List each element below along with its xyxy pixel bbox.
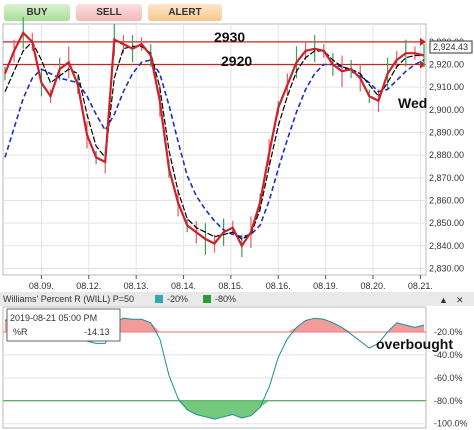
date-axis: 08.09. 08.12. 08.13. 08.14. 08.15. 08.16. 08.1… — [29, 275, 433, 291]
x-tick-label: 08.19. — [313, 281, 338, 291]
price-series — [3, 16, 425, 258]
price-line — [3, 30, 425, 248]
y-tick-label: 2,880.00 — [429, 150, 464, 160]
alert-button[interactable]: ALERT — [148, 4, 222, 21]
oversold-area — [5, 400, 424, 420]
wed-annotation: Wed — [398, 95, 427, 111]
legend-swatch-minus80 — [203, 295, 211, 303]
x-tick-label: 08.21. — [408, 281, 433, 291]
y-tick-label: 2,870.00 — [429, 173, 464, 183]
legend-minus80: -80% — [215, 294, 236, 304]
y-tick-label: 2,830.00 — [429, 263, 464, 273]
y-tick-label: 2,860.00 — [429, 195, 464, 205]
y-tick-label: 2,890.00 — [429, 128, 464, 138]
y-tick-label: 2,840.00 — [429, 241, 464, 251]
collapse-icon[interactable]: ▲ — [439, 295, 448, 305]
close-icon[interactable]: ✕ — [456, 295, 464, 305]
legend-minus20: -20% — [167, 294, 188, 304]
level-2920-label: 2920 — [221, 53, 252, 69]
price-tag-box — [429, 40, 473, 54]
osc-y-tick-label: -80.0% — [434, 396, 463, 406]
legend-swatch-minus20 — [155, 295, 163, 303]
price-plot-area — [2, 23, 427, 276]
sell-button[interactable]: SELL — [76, 4, 142, 21]
tooltip-box — [6, 308, 121, 342]
level-arrow — [420, 60, 426, 69]
osc-y-tick-label: -40.0% — [434, 350, 463, 360]
overbought-annotation: overbought — [376, 336, 453, 352]
x-tick-label: 08.20. — [360, 281, 385, 291]
osc-y-tick-label: -20.0% — [434, 327, 463, 337]
osc-y-tick-label: -100.0% — [434, 419, 468, 429]
y-tick-label: 2,920.00 — [429, 60, 464, 70]
oscillator-header — [0, 292, 474, 306]
price-y-axis: 2,830.00 2,840.00 2,850.00 2,860.00 2,870.00… — [429, 37, 464, 274]
x-tick-label: 08.12. — [76, 281, 101, 291]
x-tick-label: 08.13. — [124, 281, 149, 291]
x-tick-label: 08.14. — [171, 281, 196, 291]
tooltip-value: -14.13 — [84, 327, 110, 337]
price-tag: 2,924.43 — [433, 42, 468, 52]
x-tick-label: 08.16. — [266, 281, 291, 291]
oscillator-title: Williams' Percent R (WILL) P=50 — [3, 294, 134, 304]
grid — [3, 24, 426, 275]
tooltip-date: 2019-08-21 05:00 PM — [10, 313, 97, 323]
level-2930-label: 2930 — [214, 29, 245, 45]
tooltip-label: %R — [13, 327, 28, 337]
osc-y-tick-label: -60.0% — [434, 373, 463, 383]
y-tick-label: 2,910.00 — [429, 82, 464, 92]
level-lines — [3, 37, 426, 69]
y-tick-label: 2,900.00 — [429, 105, 464, 115]
x-tick-label: 08.15. — [218, 281, 243, 291]
x-tick-label: 08.09. — [29, 281, 54, 291]
y-tick-label: 2,850.00 — [429, 218, 464, 228]
buy-button[interactable]: BUY — [4, 4, 70, 21]
oscillator-y-axis: -20.0% -40.0% -60.0% -80.0% -100.0% — [434, 327, 468, 429]
level-arrow — [420, 37, 426, 46]
